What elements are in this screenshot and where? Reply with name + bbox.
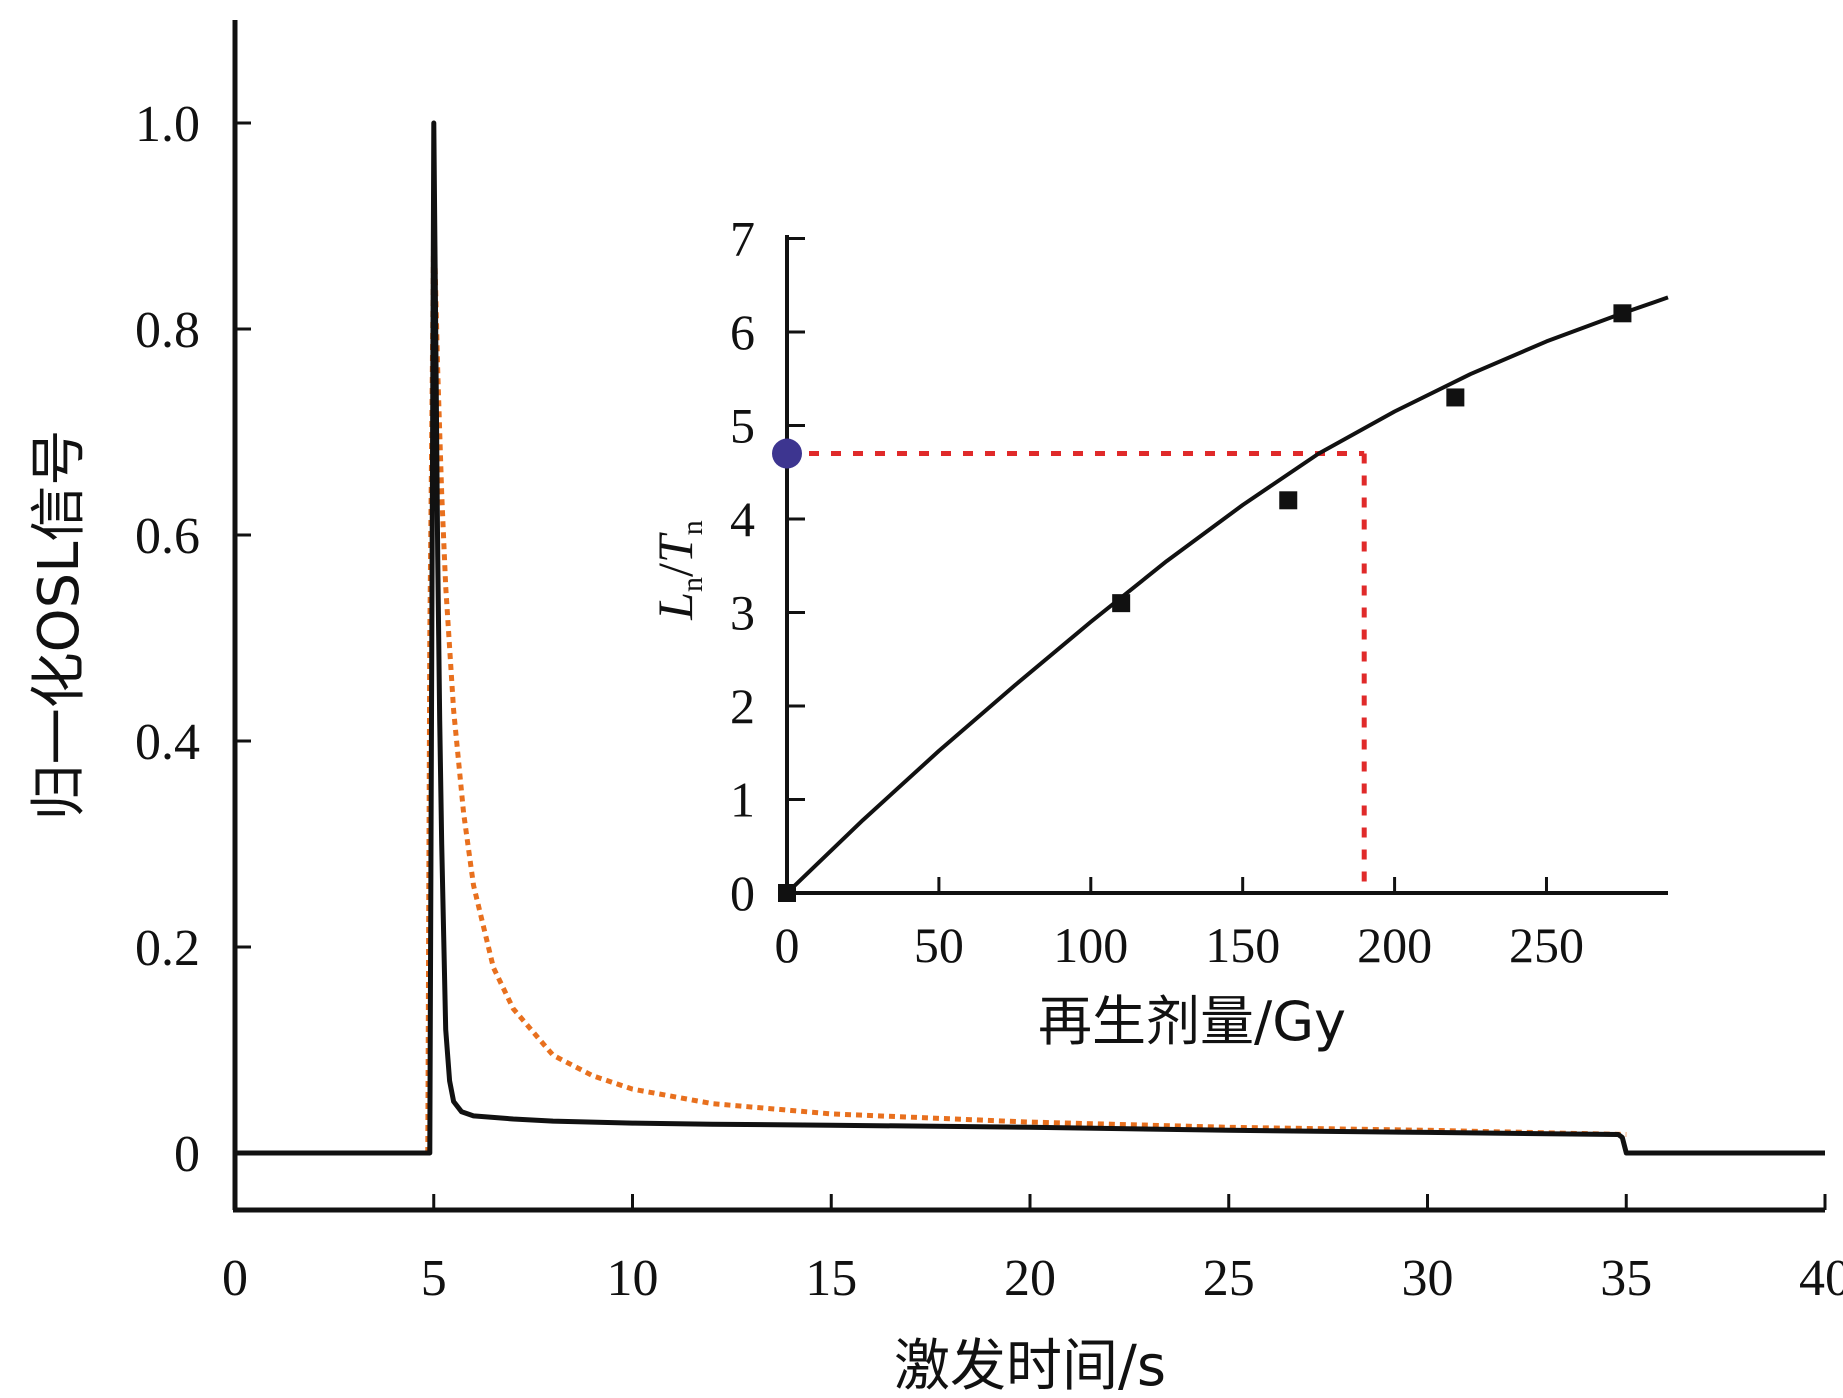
main-series (235, 120, 1825, 1156)
main-x-tick-label: 15 (805, 1250, 857, 1307)
main-y-tick-label: 0.8 (135, 302, 200, 359)
dose-point (1279, 491, 1298, 510)
inset-x-tick-label: 200 (1357, 917, 1432, 973)
dose-point (1446, 388, 1465, 407)
inset-y-tick-label: 0 (730, 865, 755, 921)
main-x-tick-label: 35 (1600, 1250, 1652, 1307)
inset-x-tick-label: 50 (914, 917, 964, 973)
inset-y-tick-label: 2 (730, 678, 755, 734)
main-x-tick-label: 40 (1799, 1250, 1843, 1307)
series-dotted-line (425, 213, 1627, 1154)
main-x-tick-label: 10 (607, 1250, 659, 1307)
inset-x-axis-title: 再生剂量/Gy (1038, 990, 1346, 1053)
main-x-tick-label: 0 (222, 1250, 248, 1307)
inset-y-tick-label: 6 (730, 304, 755, 360)
inset-y-label-sep: / (647, 563, 703, 577)
main-y-tick-label: 1.0 (135, 96, 200, 153)
inset-y-label-l: L (647, 592, 703, 621)
main-y-tick-label: 0.2 (135, 920, 200, 977)
main-y-tick-label: 0 (174, 1126, 200, 1183)
dose-point (778, 884, 796, 902)
main-chart: 0 5 10 15 20 25 30 35 40 00.20.40.60.81.0 激发时间/s… (27, 20, 1843, 1398)
inset-x-tick-label: 100 (1053, 917, 1128, 973)
inset-y-axis-title: Ln/Tn (647, 520, 709, 621)
main-x-tick-label: 5 (421, 1250, 447, 1307)
inset-y-tick-label: 1 (730, 772, 755, 828)
inset-y-tick-label: 5 (730, 398, 755, 454)
main-x-tick-label: 25 (1203, 1250, 1255, 1307)
inset-y-tick-label: 3 (730, 585, 755, 641)
main-y-axis-title: 归一化OSL信号 (27, 430, 92, 821)
series-solid-line (235, 120, 1825, 1156)
svg-text:Ln/Tn: Ln/Tn (647, 520, 709, 621)
dose-response-fit-curve (785, 295, 1669, 895)
inset-x-tick-label: 250 (1509, 917, 1584, 973)
main-x-tick-label: 30 (1402, 1250, 1454, 1307)
main-y-tick-label: 0.4 (135, 714, 200, 771)
natural-signal-marker (772, 438, 802, 469)
main-y-ticks: 0 0.2 0.4 0.6 0.8 1.0 (135, 96, 251, 1183)
main-x-tick-label: 20 (1004, 1250, 1056, 1307)
inset-guides (787, 451, 1367, 893)
dose-point (1112, 594, 1131, 613)
main-y-tick-label: 0.6 (135, 508, 200, 565)
inset-x-tick-label: 0 (775, 917, 800, 973)
inset-y-label-l-sub: n (676, 577, 709, 592)
inset-y-label-t: T (647, 532, 703, 563)
inset-y-ticks: 0 1 2 3 4 5 6 7 (730, 211, 805, 921)
inset-y-label-t-sub: n (676, 520, 709, 535)
dose-point (1613, 304, 1632, 323)
main-x-ticks: 0 5 10 15 20 25 30 35 40 (222, 1194, 1843, 1307)
inset-x-ticks: 0 50 100 150 200 250 (775, 877, 1584, 973)
inset-series (772, 295, 1669, 902)
inset-x-tick-label: 150 (1205, 917, 1280, 973)
inset-y-tick-label: 7 (730, 211, 755, 267)
inset-y-tick-label: 4 (730, 491, 755, 547)
main-x-axis-title: 激发时间/s (894, 1334, 1166, 1398)
